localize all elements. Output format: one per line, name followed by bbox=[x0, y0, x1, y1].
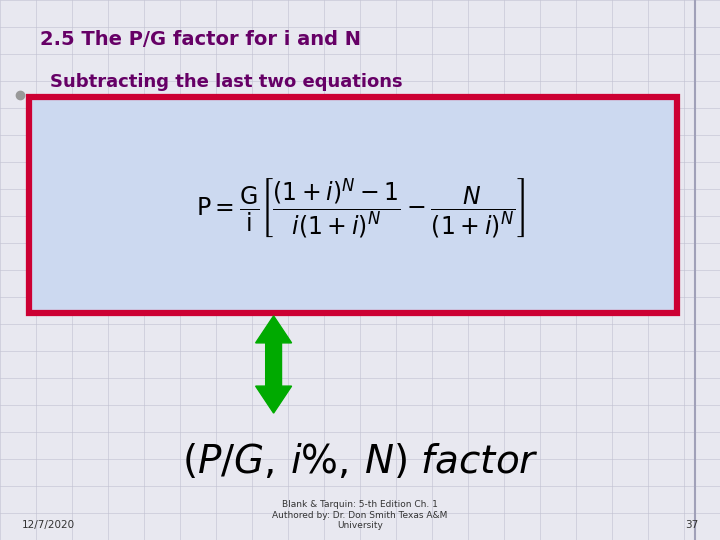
Text: Blank & Tarquin: 5-th Edition Ch. 1
Authored by: Dr. Don Smith Texas A&M
Univers: Blank & Tarquin: 5-th Edition Ch. 1 Auth… bbox=[272, 501, 448, 530]
Text: 37: 37 bbox=[685, 520, 698, 530]
Text: Subtracting the last two equations: Subtracting the last two equations bbox=[50, 73, 403, 91]
Text: $\mathrm{P}{=}\dfrac{\mathrm{G}}{\mathrm{i}}\left[\dfrac{(1+i)^{N}-1}{i(1+i)^{N}: $\mathrm{P}{=}\dfrac{\mathrm{G}}{\mathrm… bbox=[196, 176, 524, 240]
Text: 12/7/2020: 12/7/2020 bbox=[22, 520, 75, 530]
Text: $\mathit{(P/G,\,i\%,\,N)\ factor}$: $\mathit{(P/G,\,i\%,\,N)\ factor}$ bbox=[181, 442, 539, 481]
Text: 2.5 The P/G factor for i and N: 2.5 The P/G factor for i and N bbox=[40, 30, 361, 49]
FancyBboxPatch shape bbox=[29, 97, 677, 313]
Polygon shape bbox=[256, 316, 292, 413]
